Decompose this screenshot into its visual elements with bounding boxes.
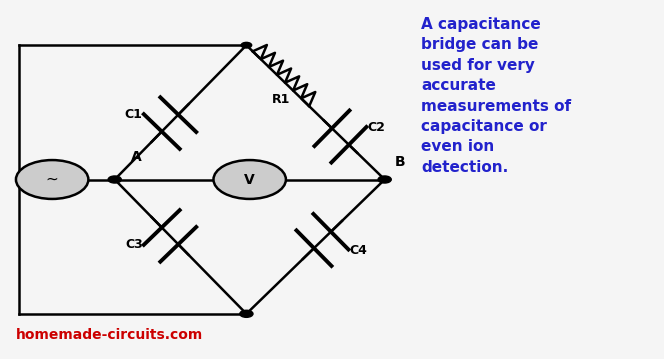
Circle shape bbox=[108, 176, 122, 183]
Circle shape bbox=[16, 160, 88, 199]
Text: A: A bbox=[131, 150, 142, 164]
Text: R1: R1 bbox=[272, 93, 290, 107]
Text: B: B bbox=[394, 155, 405, 169]
Circle shape bbox=[241, 42, 252, 48]
Circle shape bbox=[240, 310, 253, 317]
Text: A capacitance
bridge can be
used for very
accurate
measurements of
capacitance o: A capacitance bridge can be used for ver… bbox=[421, 17, 571, 175]
Text: C3: C3 bbox=[125, 238, 143, 251]
Text: C4: C4 bbox=[350, 244, 368, 257]
Text: V: V bbox=[244, 173, 255, 186]
Text: ~: ~ bbox=[46, 172, 58, 187]
Circle shape bbox=[214, 160, 286, 199]
Circle shape bbox=[378, 176, 391, 183]
Text: homemade-circuits.com: homemade-circuits.com bbox=[16, 328, 203, 342]
Text: C1: C1 bbox=[125, 108, 143, 121]
Text: C2: C2 bbox=[368, 121, 386, 134]
